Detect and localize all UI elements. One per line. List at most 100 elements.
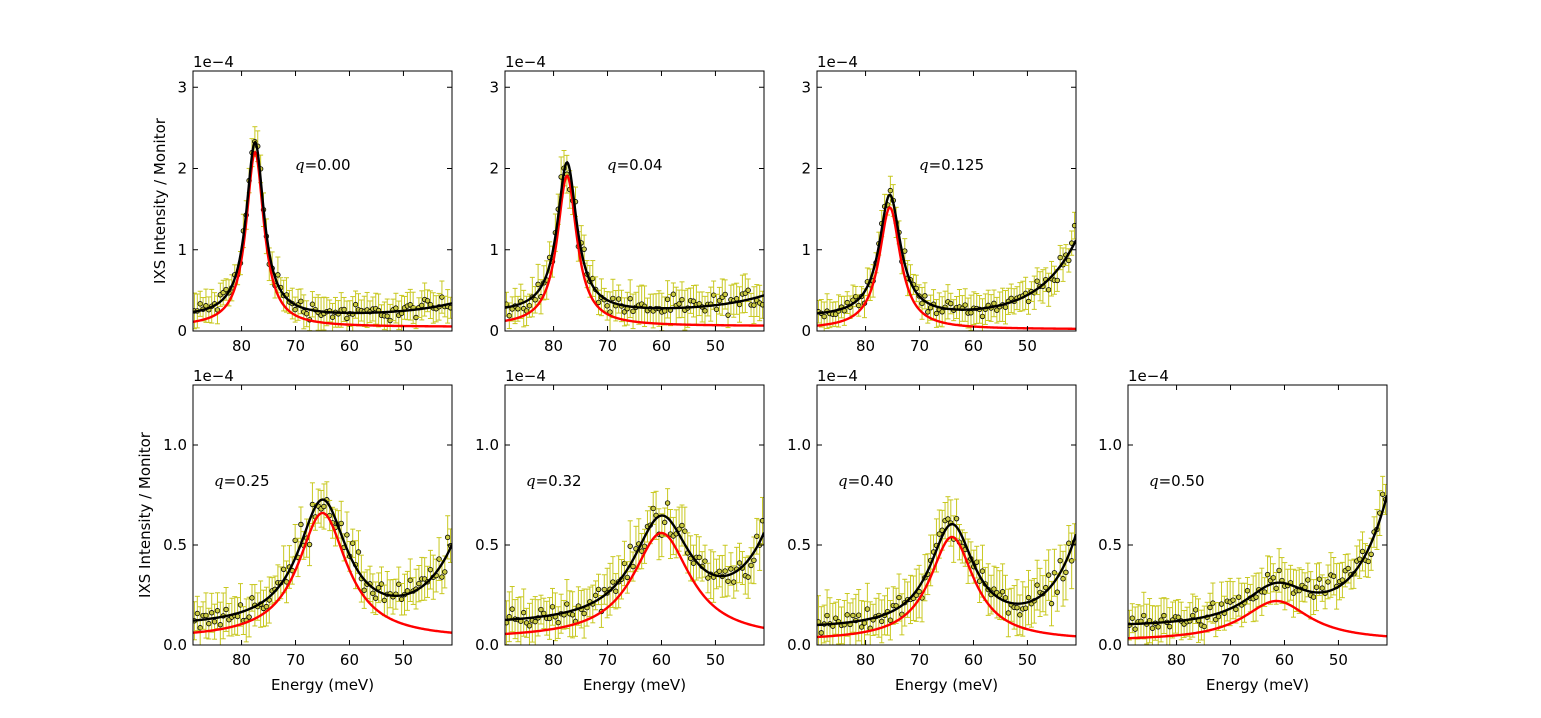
- y-tick-label: 0.5: [163, 536, 187, 554]
- data-point: [736, 560, 743, 566]
- data-point: [306, 541, 313, 548]
- data-point: [627, 295, 633, 302]
- data-point: [702, 308, 708, 314]
- data-point: [1190, 612, 1196, 619]
- data-point: [439, 574, 445, 580]
- data-point: [733, 296, 740, 302]
- data-point: [936, 531, 943, 537]
- data-point: [1054, 277, 1060, 284]
- x-tick-label: 80: [1167, 651, 1186, 669]
- data-point: [1339, 577, 1346, 583]
- panel-q-0.50: 80 70 60 50 0.0 0.5 1.0 1e−4 q=0.50 Energy (meV): [1098, 367, 1388, 694]
- panel-q-0.32: 80 70 60 50 0.0 0.5 1.0 1e−4 q=0.32 Energy (meV): [475, 367, 765, 694]
- x-axis-label: Energy (meV): [271, 676, 374, 694]
- data-point: [676, 301, 682, 307]
- q-label: q=0.125: [919, 156, 984, 174]
- data-point: [1034, 582, 1040, 588]
- data-point: [759, 302, 764, 308]
- q-symbol: q: [526, 472, 536, 490]
- data-point: [991, 586, 997, 592]
- data-point: [601, 586, 607, 593]
- q-value: =0.40: [848, 472, 894, 490]
- y-tick-label: 1: [177, 241, 187, 259]
- y-tick-label: 1.0: [163, 436, 187, 454]
- data-point: [592, 592, 599, 599]
- data-point: [555, 619, 561, 626]
- data-point: [237, 602, 244, 608]
- data-point: [298, 298, 304, 305]
- data-point: [864, 606, 871, 612]
- data-point: [1276, 567, 1282, 574]
- data-point: [1175, 614, 1182, 620]
- data-point: [1066, 540, 1072, 546]
- y-tick-label: 0: [177, 322, 187, 340]
- data-point: [396, 581, 402, 587]
- data-point: [1129, 615, 1136, 621]
- data-point: [595, 586, 602, 593]
- data-point: [1379, 491, 1386, 497]
- data-point: [754, 533, 760, 539]
- data-point: [1359, 548, 1366, 555]
- data-point: [509, 606, 515, 612]
- data-point: [344, 532, 350, 538]
- fit-peak-curve: [817, 535, 1076, 639]
- axes-frame: [816, 70, 1077, 332]
- q-symbol: q: [1149, 472, 1159, 490]
- data-point: [1264, 571, 1271, 578]
- y-tick-label: 1: [489, 241, 499, 259]
- q-value: =0.25: [224, 472, 270, 490]
- data-point: [887, 187, 894, 194]
- data-point: [280, 566, 287, 572]
- data-point: [716, 568, 723, 574]
- data-point: [679, 522, 685, 529]
- y-scale-label: 1e−4: [1128, 367, 1169, 385]
- y-tick-label: 0.5: [1098, 536, 1122, 554]
- data-point: [532, 297, 538, 303]
- data-point: [1270, 575, 1277, 581]
- y-scale-label: 1e−4: [817, 367, 858, 385]
- fit-peak-curve: [505, 531, 764, 636]
- axes-frame: [816, 384, 1077, 646]
- x-tick-label: 50: [1018, 337, 1037, 355]
- data-point: [249, 595, 255, 601]
- y-tick-label: 0.0: [475, 636, 499, 654]
- data-point: [370, 590, 376, 597]
- data-point: [223, 606, 229, 613]
- fit-total-curve: [193, 140, 452, 315]
- q-symbol: q: [295, 156, 305, 174]
- q-value: =0.04: [617, 156, 663, 174]
- data-point: [398, 596, 405, 602]
- data-point: [858, 624, 865, 630]
- x-tick-label: 70: [286, 337, 305, 355]
- data-point: [1002, 304, 1009, 310]
- data-point: [1201, 623, 1207, 630]
- plot-area: [193, 126, 452, 331]
- fit-total-curve: [817, 522, 1076, 627]
- data-point: [1230, 597, 1236, 603]
- data-point: [922, 293, 928, 299]
- data-point: [447, 305, 452, 311]
- data-point: [1063, 569, 1069, 576]
- data-point: [1253, 594, 1259, 600]
- data-point: [442, 569, 448, 575]
- data-point: [853, 293, 859, 300]
- data-point: [1161, 612, 1167, 619]
- data-point: [444, 534, 451, 541]
- plot-area: [193, 481, 452, 645]
- data-point: [275, 272, 281, 278]
- q-value: =0.50: [1159, 472, 1205, 490]
- data-point: [933, 310, 940, 317]
- q-label: q=0.04: [607, 156, 663, 174]
- y-tick-label: 2: [801, 160, 811, 178]
- data-point: [381, 597, 388, 604]
- plot-area: [817, 496, 1076, 645]
- x-tick-label: 60: [340, 651, 359, 669]
- data-point: [1313, 584, 1320, 590]
- x-tick-label: 70: [286, 651, 305, 669]
- data-point: [352, 301, 359, 308]
- x-tick-label: 50: [1018, 651, 1037, 669]
- data-point: [1048, 600, 1055, 607]
- data-point: [1141, 612, 1147, 619]
- data-point: [1014, 604, 1020, 611]
- fit-total-curve: [505, 514, 764, 622]
